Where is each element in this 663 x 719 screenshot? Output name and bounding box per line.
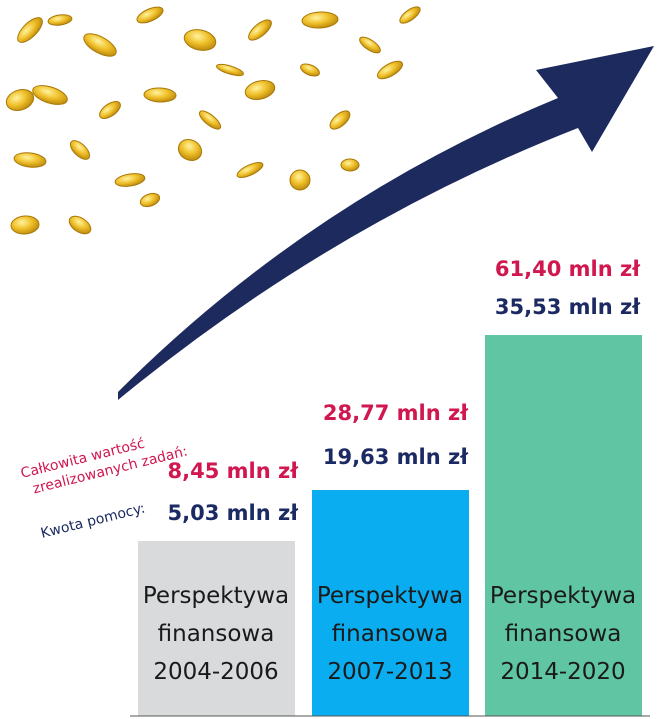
bar-label-line: 2007-2013	[327, 659, 452, 685]
coin	[13, 151, 46, 169]
coin	[135, 4, 165, 26]
coin	[375, 58, 405, 82]
coin	[4, 86, 37, 114]
coin	[197, 108, 223, 132]
total-value: 28,77 mln zł	[323, 401, 469, 425]
coin	[30, 82, 69, 108]
infographic: Całkowita wartość zrealizowanych zadań: …	[0, 0, 663, 719]
bar-label-line: Perspektywa	[317, 583, 463, 609]
coin	[139, 191, 162, 209]
coin	[215, 62, 244, 78]
coin	[80, 29, 119, 60]
bar-labels: Perspektywa finansowa 2004-2006 Perspektywa…	[143, 583, 636, 685]
aid-value: 5,03 mln zł	[168, 501, 300, 525]
coin	[299, 61, 321, 78]
bar-label-line: finansowa	[332, 621, 449, 647]
coin	[144, 87, 176, 102]
coin	[67, 137, 93, 162]
coin	[97, 98, 124, 122]
total-value: 8,45 mln zł	[168, 459, 300, 483]
coin	[182, 27, 218, 54]
coin	[288, 168, 312, 192]
bar-label-line: finansowa	[505, 621, 622, 647]
coin	[357, 34, 382, 56]
aid-value: 19,63 mln zł	[323, 445, 469, 469]
coin	[66, 213, 94, 238]
coin	[341, 159, 359, 171]
aid-label: Kwota pomocy:	[39, 500, 147, 541]
coin	[114, 172, 146, 189]
aid-value: 35,53 mln zł	[495, 295, 641, 319]
bar-label-line: Perspektywa	[490, 583, 636, 609]
total-label: Całkowita wartość zrealizowanych zadań:	[19, 426, 189, 499]
bar-label-line: finansowa	[158, 621, 275, 647]
coin	[175, 136, 206, 165]
coin	[327, 108, 353, 133]
coin	[243, 78, 276, 103]
coin	[245, 16, 274, 43]
coin	[397, 4, 422, 26]
coin	[14, 14, 47, 47]
bar-label-line: Perspektywa	[143, 583, 289, 609]
bar-label-line: 2004-2006	[153, 659, 278, 685]
coin	[302, 11, 339, 29]
coin	[235, 160, 265, 181]
coin	[47, 13, 72, 26]
coin	[10, 215, 39, 235]
bar-label-line: 2014-2020	[500, 659, 625, 685]
total-value: 61,40 mln zł	[495, 257, 641, 281]
